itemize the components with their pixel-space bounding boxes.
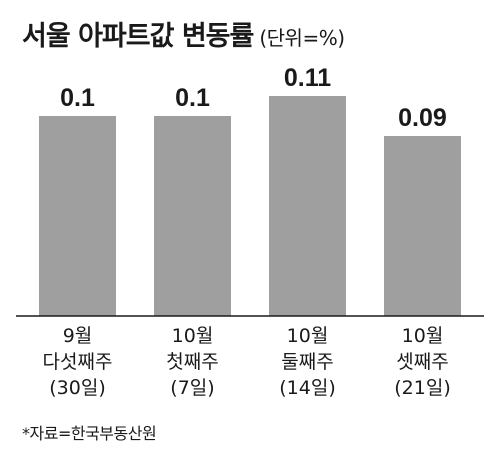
category-label-4-line-1: 10월 [402, 325, 444, 347]
value-label-1: 0.1 [60, 84, 95, 112]
unit-label: (단위=%) [259, 26, 345, 50]
category-label-2-line-1: 10월 [172, 325, 214, 347]
source-note: *자료=한국부동산원 [22, 424, 157, 443]
category-label-3-line-2: 둘째주 [281, 351, 333, 373]
category-label-4-line-3: (21일) [394, 377, 450, 399]
bar-2 [154, 116, 231, 316]
bar-3 [269, 96, 346, 316]
category-label-1-line-1: 9월 [63, 325, 93, 347]
category-label-2-line-3: (7일) [170, 377, 214, 399]
bars-layer [39, 96, 461, 316]
category-label-3-line-3: (14일) [279, 377, 335, 399]
value-label-4: 0.09 [398, 104, 447, 132]
chart-title-text: 서울 아파트값 변동률 [22, 21, 254, 52]
value-label-3: 0.11 [284, 64, 331, 92]
chart-title: 서울 아파트값 변동률 (단위=%) [22, 14, 345, 53]
value-label-2: 0.1 [175, 84, 210, 112]
category-label-2-line-2: 첫째주 [166, 351, 218, 373]
bar-1 [39, 116, 116, 316]
category-label-4-line-2: 셋째주 [396, 351, 448, 373]
category-label-3-line-1: 10월 [287, 325, 329, 347]
category-label-1-line-2: 다섯째주 [43, 351, 113, 373]
bar-4 [384, 136, 461, 316]
category-label-1-line-3: (30일) [49, 377, 105, 399]
